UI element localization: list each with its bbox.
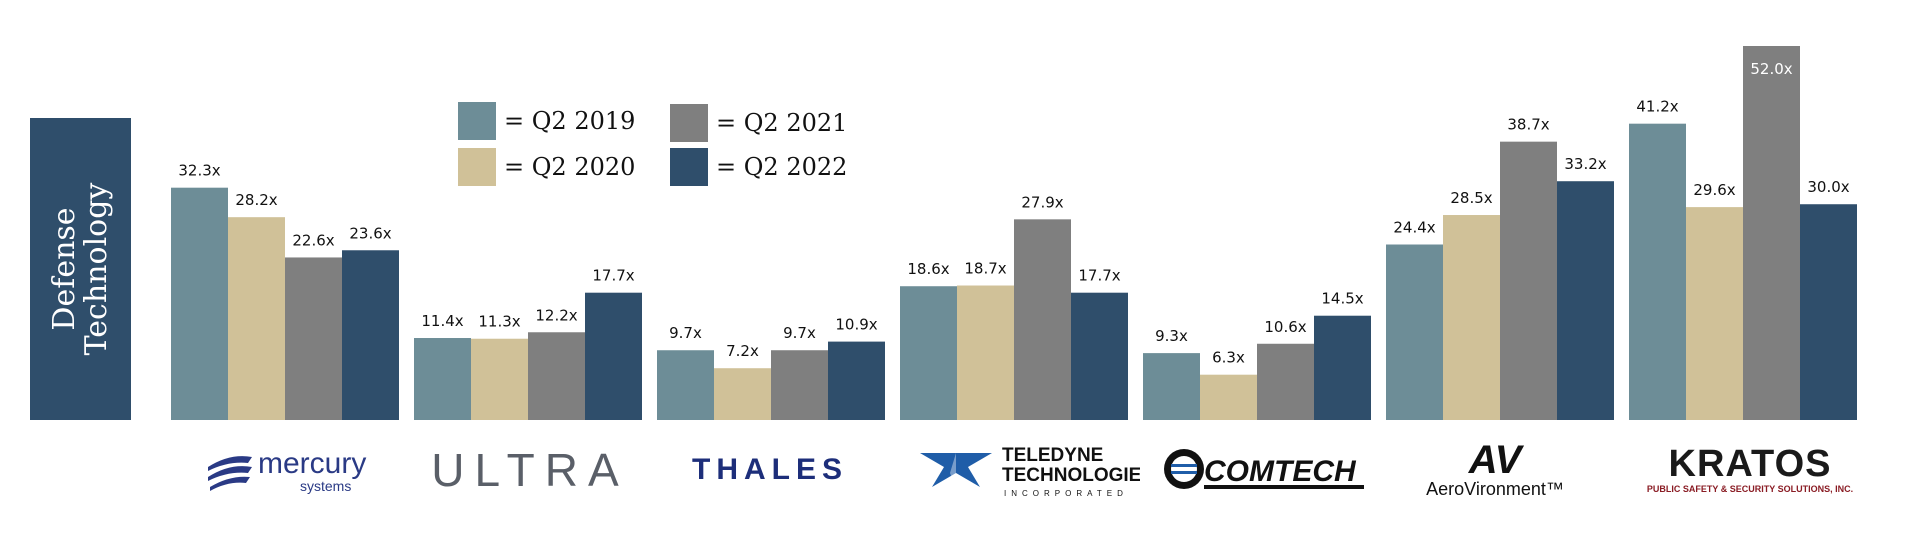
mercury-systems-logo: mercury systems — [200, 440, 380, 500]
data-label-mercury-systems-q2-2020: 28.2x — [235, 191, 277, 209]
bar-thales-q2-2020 — [714, 368, 771, 420]
legend-swatch-q2-2019 — [458, 102, 496, 140]
mercury-wave-icon: mercury systems — [208, 447, 366, 494]
legend-item-q2-2022: = Q2 2022 — [670, 148, 847, 186]
bar-group-teledyne-technologies: 18.6x 18.7x 27.9x 17.7x — [900, 193, 1128, 420]
data-label-kratos-q2-2021: 52.0x — [1750, 60, 1792, 78]
data-label-kratos-q2-2020: 29.6x — [1693, 181, 1735, 199]
data-label-aerovironment-q2-2022: 33.2x — [1564, 155, 1606, 173]
bar-kratos-q2-2020 — [1686, 207, 1743, 420]
thales-wordmark: THALES — [692, 453, 848, 486]
data-label-comtech-q2-2020: 6.3x — [1212, 349, 1245, 367]
data-label-kratos-q2-2022: 30.0x — [1807, 178, 1849, 196]
bar-kratos-q2-2019 — [1629, 123, 1686, 420]
mercury-subtitle: systems — [300, 478, 351, 494]
legend-label-q2-2019: = Q2 2019 — [504, 107, 636, 135]
legend-item-q2-2020: = Q2 2020 — [458, 148, 635, 186]
data-label-thales-q2-2019: 9.7x — [669, 324, 702, 342]
bar-ultra-q2-2019 — [414, 338, 471, 420]
bar-thales-q2-2021 — [771, 350, 828, 420]
legend-item-q2-2019: = Q2 2019 — [458, 102, 635, 140]
data-label-aerovironment-q2-2019: 24.4x — [1393, 219, 1435, 237]
bar-group-comtech: 9.3x 6.3x 10.6x 14.5x — [1143, 290, 1371, 420]
comtech-globe-icon: COMTECH — [1164, 449, 1364, 489]
bar-teledyne-technologies-q2-2021 — [1014, 219, 1071, 420]
bar-ultra-q2-2021 — [528, 332, 585, 420]
bar-teledyne-technologies-q2-2019 — [900, 286, 957, 420]
bar-mercury-systems-q2-2020 — [228, 217, 285, 420]
bar-mercury-systems-q2-2022 — [342, 250, 399, 420]
data-label-thales-q2-2021: 9.7x — [783, 324, 816, 342]
av-mark: AV — [1468, 438, 1522, 482]
bar-group-aerovironment: 24.4x 28.5x 38.7x 33.2x — [1386, 116, 1614, 420]
aerovironment-wordmark: AeroVironment™ — [1426, 479, 1564, 499]
data-label-kratos-q2-2019: 41.2x — [1636, 98, 1678, 116]
teledyne-line3: INCORPORATED — [1004, 489, 1128, 498]
kratos-wordmark: KRATOS — [1668, 443, 1832, 485]
bar-aerovironment-q2-2022 — [1557, 181, 1614, 420]
mercury-wordmark: mercury — [258, 447, 366, 480]
bar-ultra-q2-2022 — [585, 292, 642, 420]
bar-comtech-q2-2019 — [1143, 353, 1200, 420]
aerovironment-logo: AV AeroVironment™ — [1400, 440, 1590, 500]
data-label-ultra-q2-2019: 11.4x — [421, 312, 463, 330]
teledyne-line2: TECHNOLOGIES — [1002, 465, 1140, 486]
bar-teledyne-technologies-q2-2022 — [1071, 292, 1128, 420]
data-label-teledyne-technologies-q2-2021: 27.9x — [1021, 193, 1063, 211]
data-label-mercury-systems-q2-2019: 32.3x — [178, 162, 220, 180]
legend-swatch-q2-2021 — [670, 104, 708, 142]
bar-comtech-q2-2022 — [1314, 315, 1371, 420]
data-label-ultra-q2-2021: 12.2x — [535, 306, 577, 324]
bar-chart: 32.3x 28.2x 22.6x 23.6x 11.4x 11.3x 12.2x 17.7x… — [171, 46, 1857, 420]
legend-label-q2-2022: = Q2 2022 — [716, 153, 848, 181]
kratos-logo: KRATOS PUBLIC SAFETY & SECURITY SOLUTION… — [1630, 440, 1870, 500]
sector-label-box: Defense Technology — [30, 118, 131, 420]
teledyne-star-icon: TELEDYNE TECHNOLOGIES INCORPORATED — [920, 445, 1140, 498]
data-label-aerovironment-q2-2020: 28.5x — [1450, 189, 1492, 207]
teledyne-logo: TELEDYNE TECHNOLOGIES INCORPORATED — [920, 440, 1140, 500]
legend-swatch-q2-2022 — [670, 148, 708, 186]
data-label-comtech-q2-2019: 9.3x — [1155, 327, 1188, 345]
data-label-comtech-q2-2021: 10.6x — [1264, 318, 1306, 336]
legend-swatch-q2-2020 — [458, 148, 496, 186]
kratos-subtitle: PUBLIC SAFETY & SECURITY SOLUTIONS, INC. — [1646, 484, 1854, 494]
bar-aerovironment-q2-2020 — [1443, 215, 1500, 420]
data-label-aerovironment-q2-2021: 38.7x — [1507, 116, 1549, 134]
legend-label-q2-2021: = Q2 2021 — [716, 109, 848, 137]
bar-kratos-q2-2022 — [1800, 204, 1857, 420]
comtech-logo: COMTECH — [1160, 440, 1370, 500]
bar-mercury-systems-q2-2019 — [171, 187, 228, 420]
bar-comtech-q2-2020 — [1200, 374, 1257, 420]
bar-ultra-q2-2020 — [471, 338, 528, 420]
bar-group-mercury-systems: 32.3x 28.2x 22.6x 23.6x — [171, 162, 399, 420]
data-label-ultra-q2-2020: 11.3x — [478, 313, 520, 331]
teledyne-line1: TELEDYNE — [1002, 445, 1103, 466]
data-label-teledyne-technologies-q2-2022: 17.7x — [1078, 267, 1120, 285]
data-label-teledyne-technologies-q2-2020: 18.7x — [964, 260, 1006, 278]
bar-thales-q2-2019 — [657, 350, 714, 420]
data-label-mercury-systems-q2-2021: 22.6x — [292, 231, 334, 249]
bar-teledyne-technologies-q2-2020 — [957, 285, 1014, 420]
bar-group-kratos: 41.2x 29.6x 52.0x 30.0x — [1629, 46, 1857, 420]
bar-group-thales: 9.7x 7.2x 9.7x 10.9x — [657, 316, 885, 420]
bar-kratos-q2-2021 — [1743, 46, 1800, 420]
bar-group-ultra: 11.4x 11.3x 12.2x 17.7x — [414, 267, 642, 420]
bar-comtech-q2-2021 — [1257, 343, 1314, 420]
bar-aerovironment-q2-2021 — [1500, 141, 1557, 420]
ultra-wordmark: ULTRA — [431, 444, 629, 496]
legend-label-q2-2020: = Q2 2020 — [504, 153, 636, 181]
thales-logo: THALES — [670, 440, 870, 500]
data-label-teledyne-technologies-q2-2019: 18.6x — [907, 260, 949, 278]
data-label-thales-q2-2020: 7.2x — [726, 342, 759, 360]
data-label-ultra-q2-2022: 17.7x — [592, 267, 634, 285]
data-label-mercury-systems-q2-2022: 23.6x — [349, 224, 391, 242]
data-label-comtech-q2-2022: 14.5x — [1321, 290, 1363, 308]
data-label-thales-q2-2022: 10.9x — [835, 316, 877, 334]
bar-thales-q2-2022 — [828, 341, 885, 420]
bar-mercury-systems-q2-2021 — [285, 257, 342, 420]
comtech-wordmark: COMTECH — [1204, 455, 1357, 488]
bar-aerovironment-q2-2019 — [1386, 244, 1443, 420]
ultra-logo: ULTRA — [415, 440, 645, 500]
legend-item-q2-2021: = Q2 2021 — [670, 104, 847, 142]
